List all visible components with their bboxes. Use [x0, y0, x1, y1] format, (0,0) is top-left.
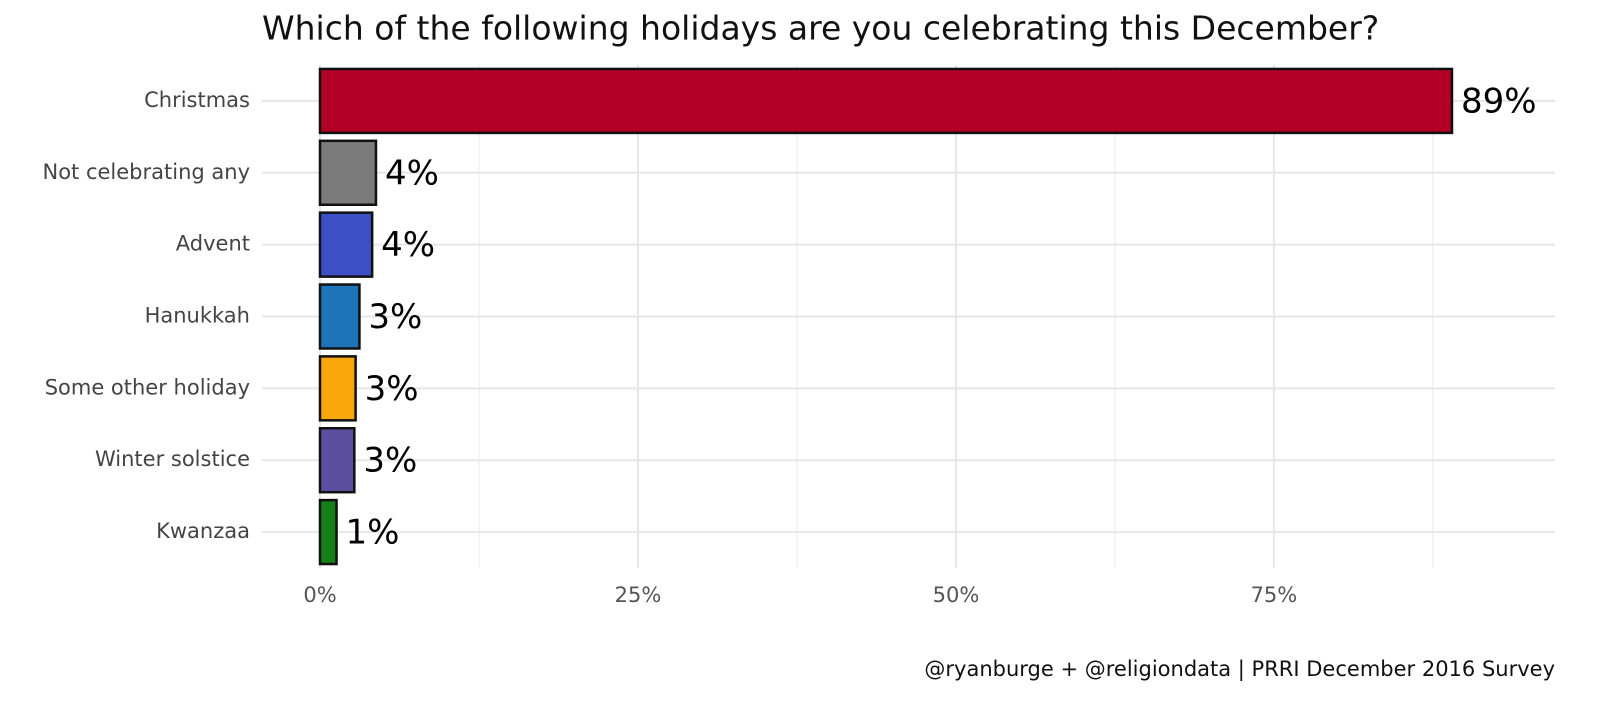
x-tick-label: 0% — [303, 583, 336, 607]
value-label: 3% — [368, 297, 422, 337]
bar — [318, 426, 356, 494]
y-tick-label: Not celebrating any — [42, 160, 250, 184]
bar — [318, 67, 1454, 135]
x-tick-label: 25% — [615, 583, 662, 607]
y-tick-label: Christmas — [144, 88, 250, 112]
value-label: 3% — [363, 441, 417, 481]
x-tick-label: 50% — [933, 583, 980, 607]
bar — [318, 355, 357, 422]
y-tick-label: Advent — [176, 232, 250, 256]
value-label: 4% — [385, 153, 439, 193]
y-tick-label: Winter solstice — [95, 447, 250, 471]
value-label: 3% — [365, 369, 419, 409]
value-label: 89% — [1461, 81, 1537, 121]
caption: @ryanburge + @religiondata | PRRI Decemb… — [924, 657, 1555, 682]
bar — [318, 498, 338, 566]
y-tick-label: Hanukkah — [145, 304, 250, 328]
value-label: 1% — [346, 513, 400, 553]
y-tick-label: Some other holiday — [45, 375, 250, 399]
bar — [318, 283, 361, 350]
value-label: 4% — [381, 225, 435, 265]
bar — [318, 211, 374, 278]
y-tick-label: Kwanzaa — [156, 519, 250, 543]
bar — [318, 139, 378, 207]
chart-title: Which of the following holidays are you … — [262, 9, 1379, 48]
x-tick-label: 75% — [1251, 583, 1298, 607]
